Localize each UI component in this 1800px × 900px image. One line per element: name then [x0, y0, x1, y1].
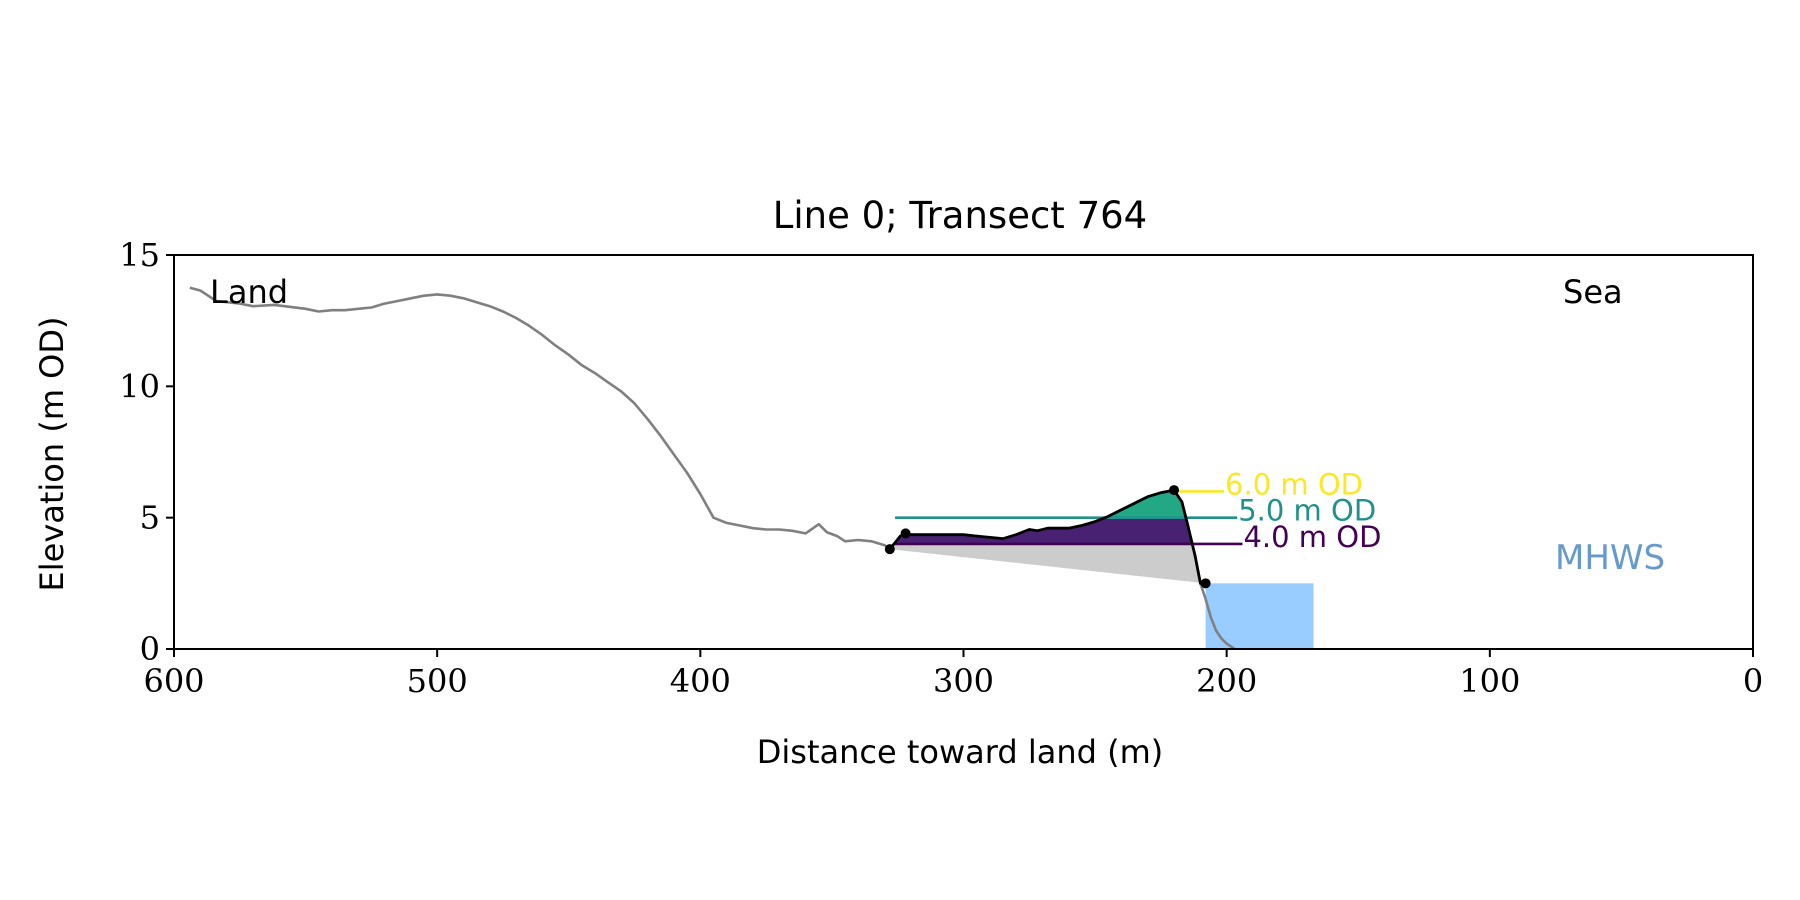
- x-tick-label-300: 300: [933, 662, 994, 700]
- sea-annotation: Sea: [1563, 273, 1623, 311]
- mark-layer: 4.0 m OD5.0 m OD6.0 m OD: [884, 467, 1381, 589]
- wedge-fill: [889, 543, 1206, 584]
- land-annotation: Land: [210, 273, 288, 311]
- line-layer: [189, 286, 1243, 651]
- x-axis-label: Distance toward land (m): [757, 733, 1163, 771]
- selected-point-3: [1200, 578, 1211, 589]
- y-tick-label-10: 10: [119, 367, 160, 405]
- x-tick-label-400: 400: [670, 662, 731, 700]
- mhws-annotation: MHWS: [1555, 538, 1665, 578]
- y-axis-label: Elevation (m OD): [33, 317, 71, 592]
- selected-point-1: [900, 528, 911, 539]
- plot-frame: [173, 254, 1754, 650]
- mhws-fill: [1205, 583, 1314, 649]
- level-5-fill: [889, 490, 1206, 518]
- x-tick-label-200: 200: [1196, 662, 1257, 700]
- y-tick-label-15: 15: [119, 236, 160, 274]
- profile-line: [189, 286, 1236, 651]
- x-tick-label-100: 100: [1459, 662, 1520, 700]
- axis-ticks: 600 500 400 300 200 100 0 0 5 10 15: [119, 236, 1763, 700]
- selected-point-0: [884, 544, 895, 555]
- y-tick-label-5: 5: [140, 499, 160, 537]
- level-6-label: 6.0 m OD: [1225, 467, 1363, 501]
- x-tick-label-600: 600: [143, 662, 204, 700]
- level-4-fill: [889, 517, 1206, 544]
- x-tick-label-0: 0: [1743, 662, 1763, 700]
- selected-point-2: [1169, 485, 1180, 496]
- fill-layer: [889, 490, 1314, 649]
- level-5-label: 5.0 m OD: [1238, 494, 1376, 528]
- x-tick-label-500: 500: [407, 662, 468, 700]
- chart-title: Line 0; Transect 764: [773, 194, 1147, 237]
- level-4-label: 4.0 m OD: [1243, 520, 1381, 554]
- y-tick-label-0: 0: [140, 630, 160, 668]
